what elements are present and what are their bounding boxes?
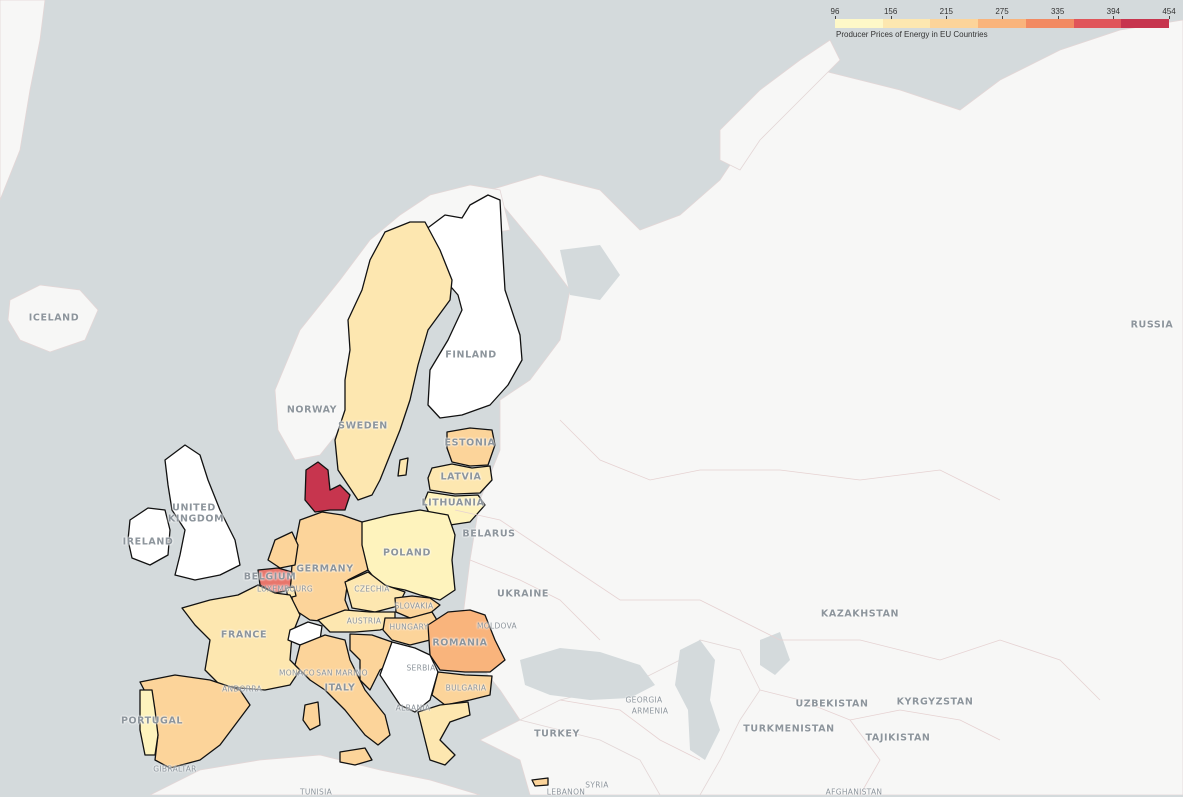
map-label-latvia: LATVIA: [440, 471, 482, 483]
map-label-sweden: SWEDEN: [338, 420, 388, 432]
map-label-norway: NORWAY: [286, 404, 338, 416]
map-label-belgium: BELGIUM: [243, 571, 297, 583]
map-label-ireland: IRELAND: [122, 536, 174, 548]
country-denmark[interactable]: [304, 461, 351, 513]
map-label-finland: FINLAND: [445, 349, 497, 361]
legend-swatch: [835, 19, 883, 28]
legend-tick-label: 156: [883, 7, 898, 16]
map-label-estonia: ESTONIA: [444, 437, 496, 449]
map-label-ukraine: UKRAINE: [497, 588, 549, 600]
map-label-andorra: ANDORRA: [222, 684, 262, 694]
country-bulgaria[interactable]: [431, 671, 493, 706]
map-label-iceland: ICELAND: [28, 312, 80, 324]
legend-tick-label: 335: [1050, 7, 1065, 16]
legend-tick-label: 96: [830, 7, 840, 16]
country-poland[interactable]: [359, 509, 456, 601]
legend-tick-mark: [1169, 16, 1170, 19]
country-latvia[interactable]: [427, 463, 493, 495]
legend-tick-mark: [1113, 16, 1115, 19]
map-label-san-marino: SAN MARINO: [316, 668, 368, 678]
map-label-turkmenistan: TURKMENISTAN: [743, 723, 835, 735]
map-label-kingdom: KINGDOM: [167, 513, 225, 525]
legend-tick-mark: [1002, 16, 1003, 19]
map-label-germany: GERMANY: [296, 563, 354, 575]
map-label-czechia: CZECHIA: [354, 584, 390, 594]
map-label-bulgaria: BULGARIA: [445, 683, 487, 693]
legend-tick-label: 454: [1162, 7, 1176, 16]
map-label-gibraltar: GIBRALTAR: [153, 764, 197, 774]
country-romania[interactable]: [427, 609, 506, 673]
country-finland[interactable]: [424, 194, 523, 419]
legend-swatch: [978, 19, 1026, 28]
country-serbia[interactable]: [379, 641, 439, 713]
map-label-serbia: SERBIA: [406, 663, 436, 673]
map-label-armenia: ARMENIA: [631, 706, 669, 716]
country-uk[interactable]: [164, 444, 241, 581]
map-label-romania: ROMANIA: [432, 637, 488, 649]
country-sweden[interactable]: [334, 221, 453, 501]
legend-tick-label: 215: [939, 7, 954, 16]
non-eu-borders: [454, 419, 1101, 795]
map-label-belarus: BELARUS: [462, 528, 516, 540]
legend-tick-label: 275: [995, 7, 1009, 16]
map-label-tunisia: TUNISIA: [299, 787, 333, 797]
country-portugal[interactable]: [139, 689, 159, 756]
legend-swatch: [1025, 19, 1074, 28]
legend-swatch: [1121, 19, 1170, 28]
map-label-portugal: PORTUGAL: [120, 715, 184, 727]
legend-tick-mark: [1057, 16, 1059, 19]
country-estonia[interactable]: [446, 427, 496, 467]
map-label-georgia: GEORGIA: [625, 695, 663, 705]
legend-tick-label: 394: [1106, 7, 1121, 16]
map-label-kyrgyzstan: KYRGYZSTAN: [896, 696, 974, 708]
map-label-france: FRANCE: [220, 629, 268, 641]
map-label-russia: RUSSIA: [1130, 319, 1174, 331]
legend-tick-mark: [835, 16, 836, 19]
map-label-lithuania: LITHUANIA: [421, 497, 485, 509]
country-netherlands[interactable]: [267, 531, 299, 569]
map-label-tajikistan: TAJIKISTAN: [865, 732, 931, 744]
country-italy-sicily[interactable]: [339, 747, 373, 766]
map-label-slovakia: SLOVAKIA: [394, 601, 434, 611]
map-label-albania: ALBANIA: [395, 703, 431, 713]
map-label-afghanistan: AFGHANISTAN: [825, 787, 883, 797]
legend-swatch: [1073, 19, 1122, 28]
map-label-hungary: HUNGARY: [389, 622, 429, 632]
map-label-luxembourg: LUXEMBOURG: [256, 584, 314, 594]
inland-seas: [520, 245, 790, 760]
map-label-united: UNITED: [172, 502, 216, 514]
map-label-italy: ITALY: [324, 682, 356, 694]
legend-tick-mark: [890, 16, 892, 19]
eu-countries[interactable]: [127, 194, 549, 787]
legend-swatch: [882, 19, 931, 28]
map-label-syria: SYRIA: [585, 780, 609, 790]
color-legend: 96 156 215 275 335 394 454 Producer Prices of …: [830, 7, 1176, 43]
country-sweden-gotland[interactable]: [397, 457, 409, 477]
map-label-moldova: MOLDOVA: [477, 621, 517, 631]
country-ireland[interactable]: [127, 507, 171, 566]
legend-color-scale: [835, 19, 1170, 28]
map-label-uzbekistan: UZBEKISTAN: [795, 698, 869, 710]
country-italy-sardinia[interactable]: [302, 701, 321, 731]
map-label-poland: POLAND: [383, 547, 431, 559]
country-croatia[interactable]: [349, 633, 396, 691]
country-cyprus[interactable]: [531, 777, 549, 787]
country-italy[interactable]: [294, 634, 391, 746]
map-label-kazakhstan: KAZAKHSTAN: [820, 608, 900, 620]
map-label-monaco: MONACO: [279, 668, 315, 678]
map-label-lebanon: LEBANON: [546, 787, 586, 797]
legend-swatch: [930, 19, 979, 28]
country-greece[interactable]: [417, 701, 471, 766]
legend-tick-mark: [946, 16, 948, 19]
legend-title: Producer Prices of Energy in EU Countrie…: [836, 30, 988, 39]
map-label-turkey: TURKEY: [534, 728, 580, 740]
map-label-austria: AUSTRIA: [346, 616, 382, 626]
